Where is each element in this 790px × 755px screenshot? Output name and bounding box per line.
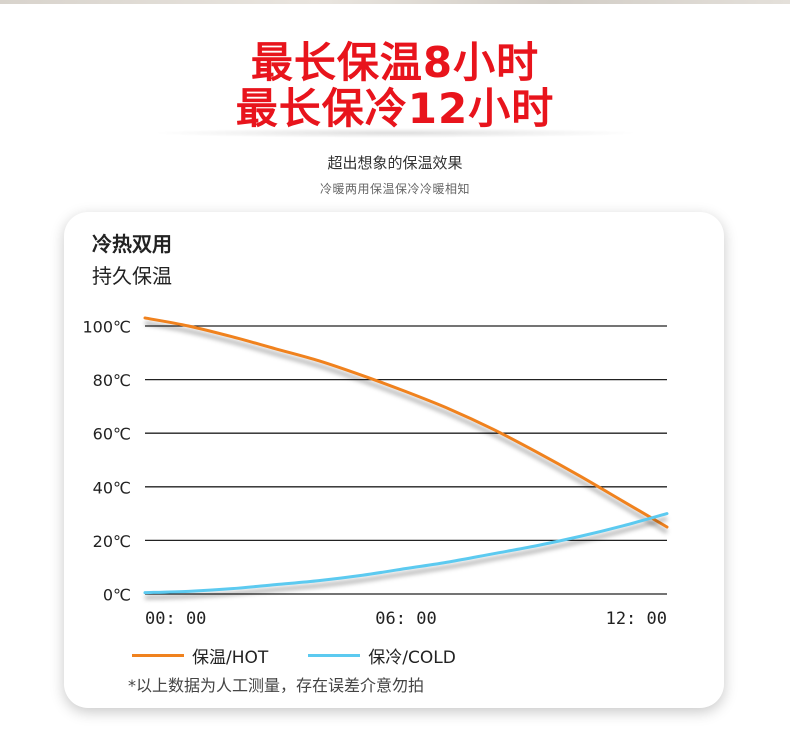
y-tick-label: 20℃ <box>93 532 131 551</box>
measurement-note: *以上数据为人工测量，存在误差介意勿拍 <box>128 676 425 695</box>
y-tick-label: 80℃ <box>93 371 131 390</box>
x-tick-label: 12: 00 <box>606 609 667 629</box>
x-tick-label: 00: 00 <box>145 609 206 629</box>
chart-legend: 保温/HOT 保冷/COLD <box>132 642 496 668</box>
headline-shadow <box>150 128 640 138</box>
legend-swatch-hot <box>132 653 184 657</box>
headline-hot: 最长保温8小时 <box>250 38 540 87</box>
top-decor-strip <box>0 0 790 4</box>
headline-cold: 最长保冷12小时 <box>235 84 555 133</box>
series-shadow-hot <box>144 320 669 534</box>
legend-label-cold: 保冷/COLD <box>368 647 456 668</box>
series-line-cold <box>143 512 669 595</box>
y-tick-label: 40℃ <box>93 478 131 497</box>
subtitle-main: 超出想象的保温效果 <box>327 154 463 172</box>
chart-card <box>64 212 724 708</box>
y-tick-label: 100℃ <box>82 318 131 337</box>
legend-label-hot: 保温/HOT <box>192 647 269 668</box>
y-tick-label: 60℃ <box>93 425 131 444</box>
legend-swatch-cold <box>308 653 361 657</box>
temperature-chart: 100℃ 80℃ 60℃ 40℃ 20℃ 0℃ 00: 00 06: 00 12: 00 <box>82 316 669 629</box>
series-shadow-cold <box>144 516 668 600</box>
x-tick-label: 06: 00 <box>375 609 436 629</box>
card-title-line2: 持久保温 <box>92 264 172 288</box>
subtitle-sub: 冷暖两用保温保冷冷暖相知 <box>319 182 470 196</box>
legend-item-cold: 保冷/COLD <box>308 643 456 668</box>
legend-item-hot: 保温/HOT <box>132 643 268 668</box>
card-title-line1: 冷热双用 <box>92 232 172 256</box>
series-line-hot <box>143 316 669 529</box>
y-tick-label: 0℃ <box>103 586 131 605</box>
